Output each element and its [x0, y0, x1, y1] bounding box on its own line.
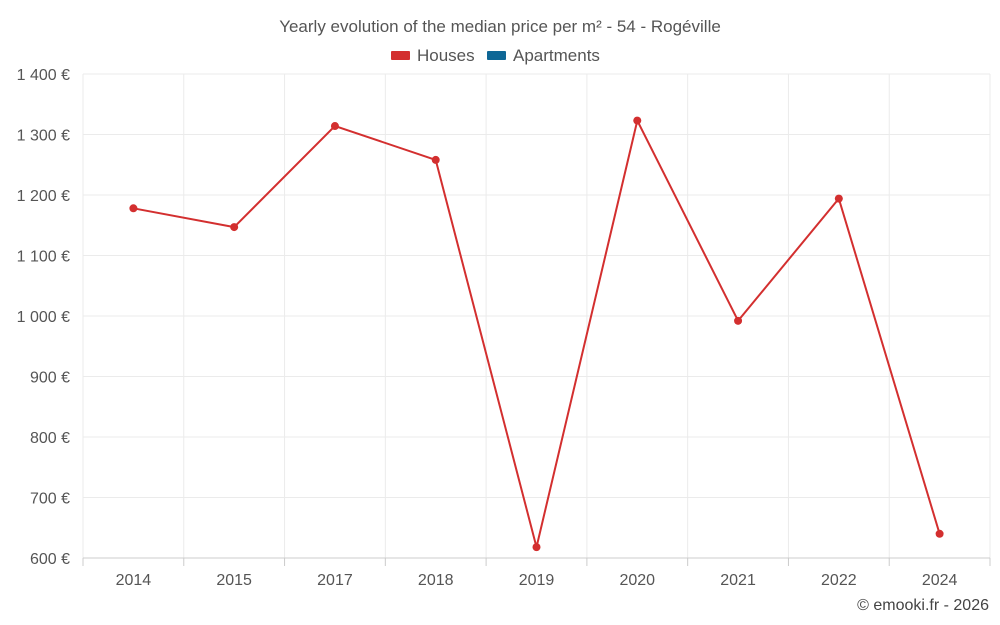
credit-text: © emooki.fr - 2026	[857, 597, 989, 614]
data-point-houses[interactable]	[129, 204, 138, 213]
y-gridlines	[83, 73, 990, 498]
y-tick-label: 900 €	[30, 370, 70, 387]
x-gridlines	[82, 74, 991, 558]
legend-swatch-apartments[interactable]	[487, 51, 506, 60]
data-point-houses[interactable]	[330, 122, 339, 131]
y-tick-label: 1 200 €	[17, 188, 70, 205]
legend: Houses Apartments	[391, 46, 600, 65]
x-tick-label: 2024	[922, 572, 958, 589]
y-tick-label: 1 100 €	[17, 249, 70, 266]
data-point-houses[interactable]	[935, 529, 944, 538]
y-tick-label: 600 €	[30, 551, 70, 568]
x-tick-label: 2015	[216, 572, 252, 589]
y-tick-label: 800 €	[30, 430, 70, 447]
series-layer	[129, 116, 944, 552]
data-point-houses[interactable]	[532, 543, 541, 552]
x-tick-label: 2017	[317, 572, 353, 589]
data-point-houses[interactable]	[431, 155, 440, 164]
series-line-houses	[133, 119, 941, 549]
legend-swatch-houses[interactable]	[391, 51, 410, 60]
data-point-houses[interactable]	[834, 194, 843, 203]
legend-label-apartments[interactable]: Apartments	[513, 46, 600, 65]
x-tick-label: 2018	[418, 572, 454, 589]
y-tick-label: 700 €	[30, 491, 70, 508]
data-point-houses[interactable]	[230, 223, 239, 232]
y-tick-label: 1 000 €	[17, 309, 70, 326]
y-tick-label: 1 400 €	[17, 67, 70, 84]
data-point-houses[interactable]	[633, 116, 642, 125]
x-tick-label: 2021	[720, 572, 756, 589]
x-axis-tick-labels: 2014 2015 2017 2018 2019 2020 2021 2022 2024	[82, 558, 991, 589]
legend-label-houses[interactable]: Houses	[417, 46, 475, 65]
y-tick-label: 1 300 €	[17, 128, 70, 145]
x-tick-label: 2019	[519, 572, 555, 589]
chart-title: Yearly evolution of the median price per…	[279, 17, 721, 36]
data-point-houses[interactable]	[734, 316, 743, 325]
x-tick-label: 2014	[116, 572, 152, 589]
x-tick-label: 2020	[619, 572, 655, 589]
x-tick-label: 2022	[821, 572, 857, 589]
y-axis-tick-labels: 600 € 700 € 800 € 900 € 1 000 € 1 100 € 1 200 …	[17, 67, 70, 568]
